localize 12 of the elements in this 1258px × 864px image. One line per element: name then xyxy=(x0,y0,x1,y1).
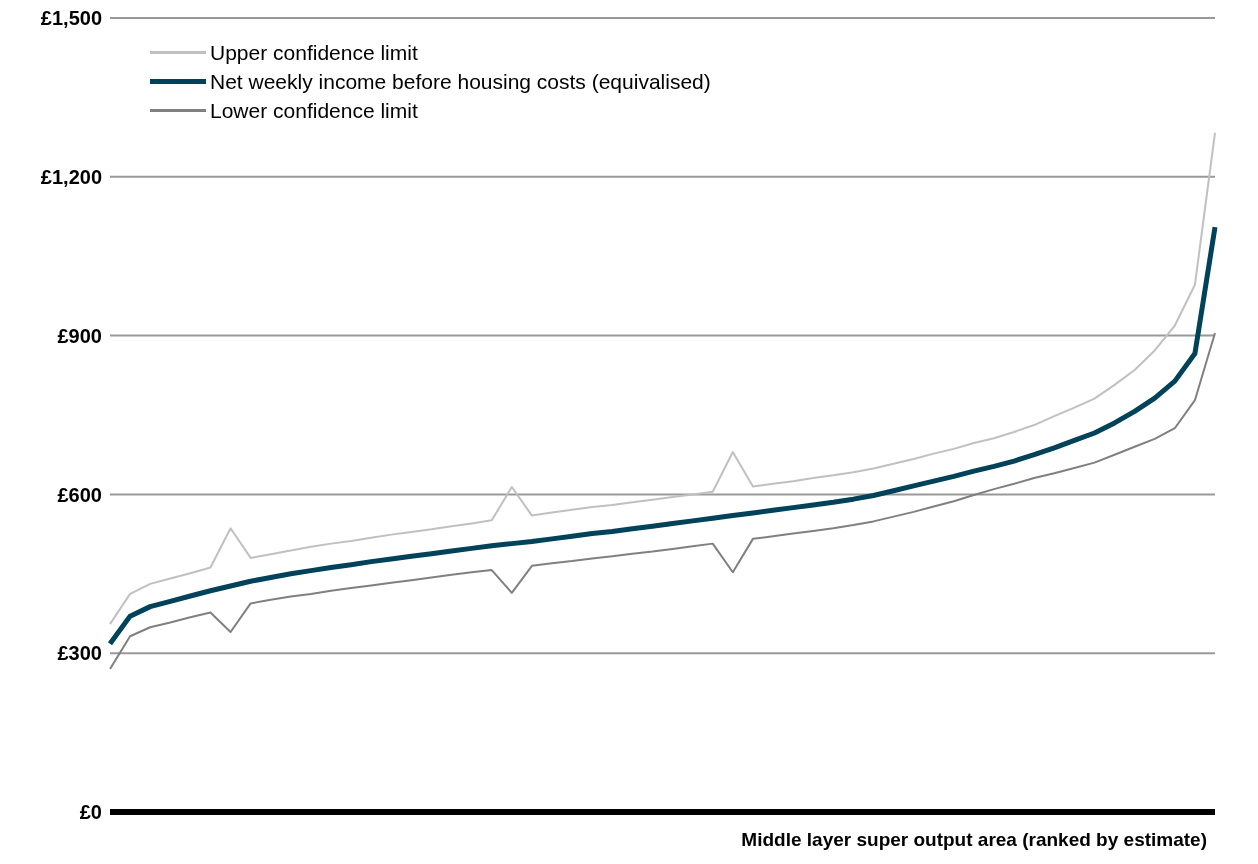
y-tick-label: £0 xyxy=(79,801,102,824)
y-tick-label: £1,500 xyxy=(40,7,102,30)
x-axis-title: Middle layer super output area (ranked by estimate) xyxy=(741,829,1207,850)
y-tick-label: £900 xyxy=(57,324,102,347)
legend-label: Upper confidence limit xyxy=(210,40,418,66)
legend-label: Net weekly income before housing costs (equivalised) xyxy=(210,69,711,95)
line-series xyxy=(109,331,1216,671)
y-tick-label: £600 xyxy=(57,483,102,506)
line-series xyxy=(109,131,1216,626)
legend-label: Lower confidence limit xyxy=(210,98,418,124)
y-tick-label: £300 xyxy=(57,642,102,665)
y-tick-label: £1,200 xyxy=(40,165,102,188)
